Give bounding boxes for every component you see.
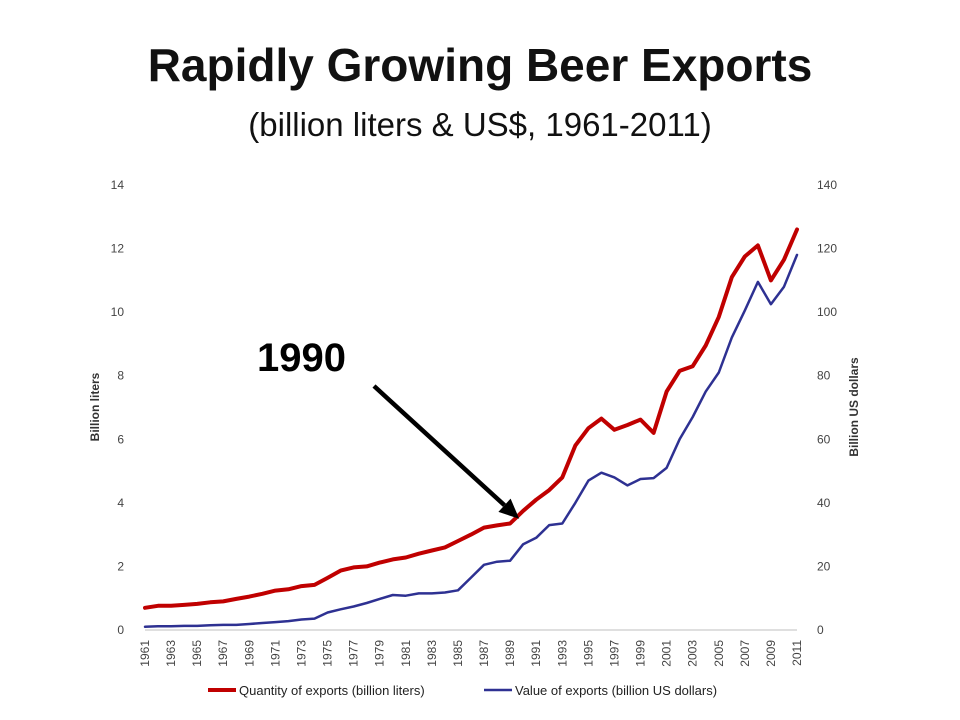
legend-label-value: Value of exports (billion US dollars) (515, 683, 717, 698)
x-tick-label: 1983 (425, 640, 439, 667)
x-tick-label: 1963 (164, 640, 178, 667)
left-tick-label: 4 (117, 496, 124, 510)
x-tick-label: 1995 (581, 640, 595, 667)
right-axis-ticks: 0 20 40 60 80 100 120 140 (817, 178, 837, 637)
x-tick-label: 1973 (294, 640, 308, 667)
x-tick-label: 1969 (242, 640, 256, 667)
right-tick-label: 120 (817, 242, 837, 256)
x-tick-label: 1985 (451, 640, 465, 667)
right-tick-label: 80 (817, 369, 831, 383)
right-tick-label: 20 (817, 559, 831, 573)
x-tick-label: 1997 (607, 640, 621, 667)
x-tick-label: 2007 (738, 640, 752, 667)
left-tick-label: 8 (117, 369, 124, 383)
series-line-quantity (143, 227, 799, 610)
legend: Quantity of exports (billion liters) Val… (208, 683, 717, 698)
left-tick-label: 10 (111, 305, 125, 319)
annotation-arrow-head (498, 498, 520, 519)
x-tick-label: 1991 (529, 640, 543, 667)
x-tick-label: 1961 (138, 640, 152, 667)
left-axis-ticks: 0 2 4 6 8 10 12 14 (111, 178, 125, 637)
x-tick-label: 1975 (321, 640, 335, 667)
chart-title: Rapidly Growing Beer Exports (147, 39, 813, 91)
x-tick-label: 1979 (373, 640, 387, 667)
x-axis-ticks: 1961 1963 1965 1967 1969 1971 1973 1975 1977 1979… (138, 640, 804, 667)
x-tick-label: 1967 (216, 640, 230, 667)
x-tick-label: 1987 (477, 640, 491, 667)
annotation-label: 1990 (257, 336, 346, 380)
x-tick-label: 2003 (686, 640, 700, 667)
left-tick-label: 6 (117, 432, 124, 446)
left-tick-label: 2 (117, 559, 124, 573)
x-tick-label: 1993 (555, 640, 569, 667)
series-line-value (143, 253, 799, 629)
right-tick-label: 60 (817, 432, 831, 446)
x-tick-label: 1971 (268, 640, 282, 667)
legend-label-quantity: Quantity of exports (billion liters) (239, 683, 425, 698)
left-axis-title: Billion liters (88, 372, 102, 441)
left-tick-label: 14 (111, 178, 125, 192)
right-tick-label: 140 (817, 178, 837, 192)
annotation-arrow (372, 384, 507, 507)
x-tick-label: 2005 (712, 640, 726, 667)
left-tick-label: 12 (111, 242, 125, 256)
chart-subtitle: (billion liters & US$, 1961-2011) (248, 106, 712, 143)
x-tick-label: 2011 (790, 640, 804, 666)
left-tick-label: 0 (117, 623, 124, 637)
x-tick-label: 2001 (660, 640, 674, 667)
x-tick-label: 1977 (347, 640, 361, 667)
right-axis-title: Billion US dollars (847, 357, 861, 457)
x-tick-label: 2009 (764, 640, 778, 667)
x-tick-label: 1965 (190, 640, 204, 667)
right-tick-label: 0 (817, 623, 824, 637)
annotation-1990: 1990 (257, 336, 520, 519)
right-tick-label: 40 (817, 496, 831, 510)
x-tick-label: 1989 (503, 640, 517, 667)
x-tick-label: 1999 (634, 640, 648, 667)
right-tick-label: 100 (817, 305, 837, 319)
x-tick-label: 1981 (399, 640, 413, 667)
